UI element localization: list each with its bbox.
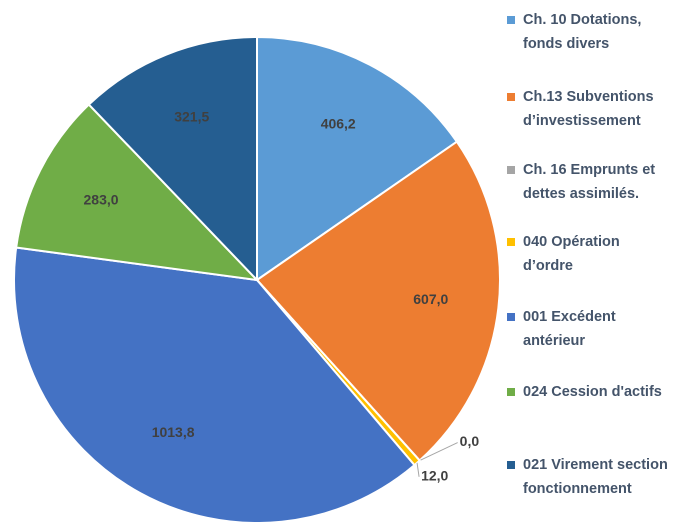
legend-swatch (507, 388, 515, 396)
legend-swatch (507, 16, 515, 24)
legend-item: 040 Opération d’ordre (507, 230, 669, 278)
legend-item: 021 Virement section fonctionnement (507, 453, 669, 501)
data-label: 321,5 (174, 108, 209, 124)
legend-label: 040 Opération d’ordre (523, 234, 620, 274)
legend-label: Ch. 10 Dotations, fonds divers (523, 12, 642, 52)
legend-swatch (507, 461, 515, 469)
data-label: 283,0 (84, 191, 119, 207)
data-label: 1013,8 (152, 424, 195, 440)
pie-slice (255, 140, 501, 462)
legend-swatch (507, 313, 515, 321)
pie-slice (87, 35, 258, 283)
pie-slice (13, 246, 416, 522)
legend-label: 021 Virement section fonctionnement (523, 457, 668, 497)
data-label: 607,0 (413, 291, 448, 307)
legend-item: Ch. 16 Emprunts et dettes assimilés. (507, 158, 669, 206)
leader-line (416, 462, 420, 477)
legend-item: 024 Cession d'actifs (507, 380, 669, 404)
legend-label: 001 Excédent antérieur (523, 309, 616, 349)
legend-item: Ch.13 Subventions d’investissement (507, 85, 669, 133)
legend-swatch (507, 93, 515, 101)
pie-slice (15, 103, 260, 282)
leader-line (419, 442, 458, 461)
legend-label: Ch.13 Subventions d’investissement (523, 89, 654, 129)
legend-label: 024 Cession d'actifs (523, 384, 662, 400)
legend-swatch (507, 238, 515, 246)
legend-swatch (507, 166, 515, 174)
data-label: 0,0 (460, 433, 480, 449)
legend-item: 001 Excédent antérieur (507, 305, 669, 353)
legend-label: Ch. 16 Emprunts et dettes assimilés. (523, 162, 656, 202)
pie-slice (256, 35, 459, 282)
data-label: 12,0 (421, 468, 448, 484)
data-label: 406,2 (321, 116, 356, 132)
legend-item: Ch. 10 Dotations, fonds divers (507, 8, 669, 56)
